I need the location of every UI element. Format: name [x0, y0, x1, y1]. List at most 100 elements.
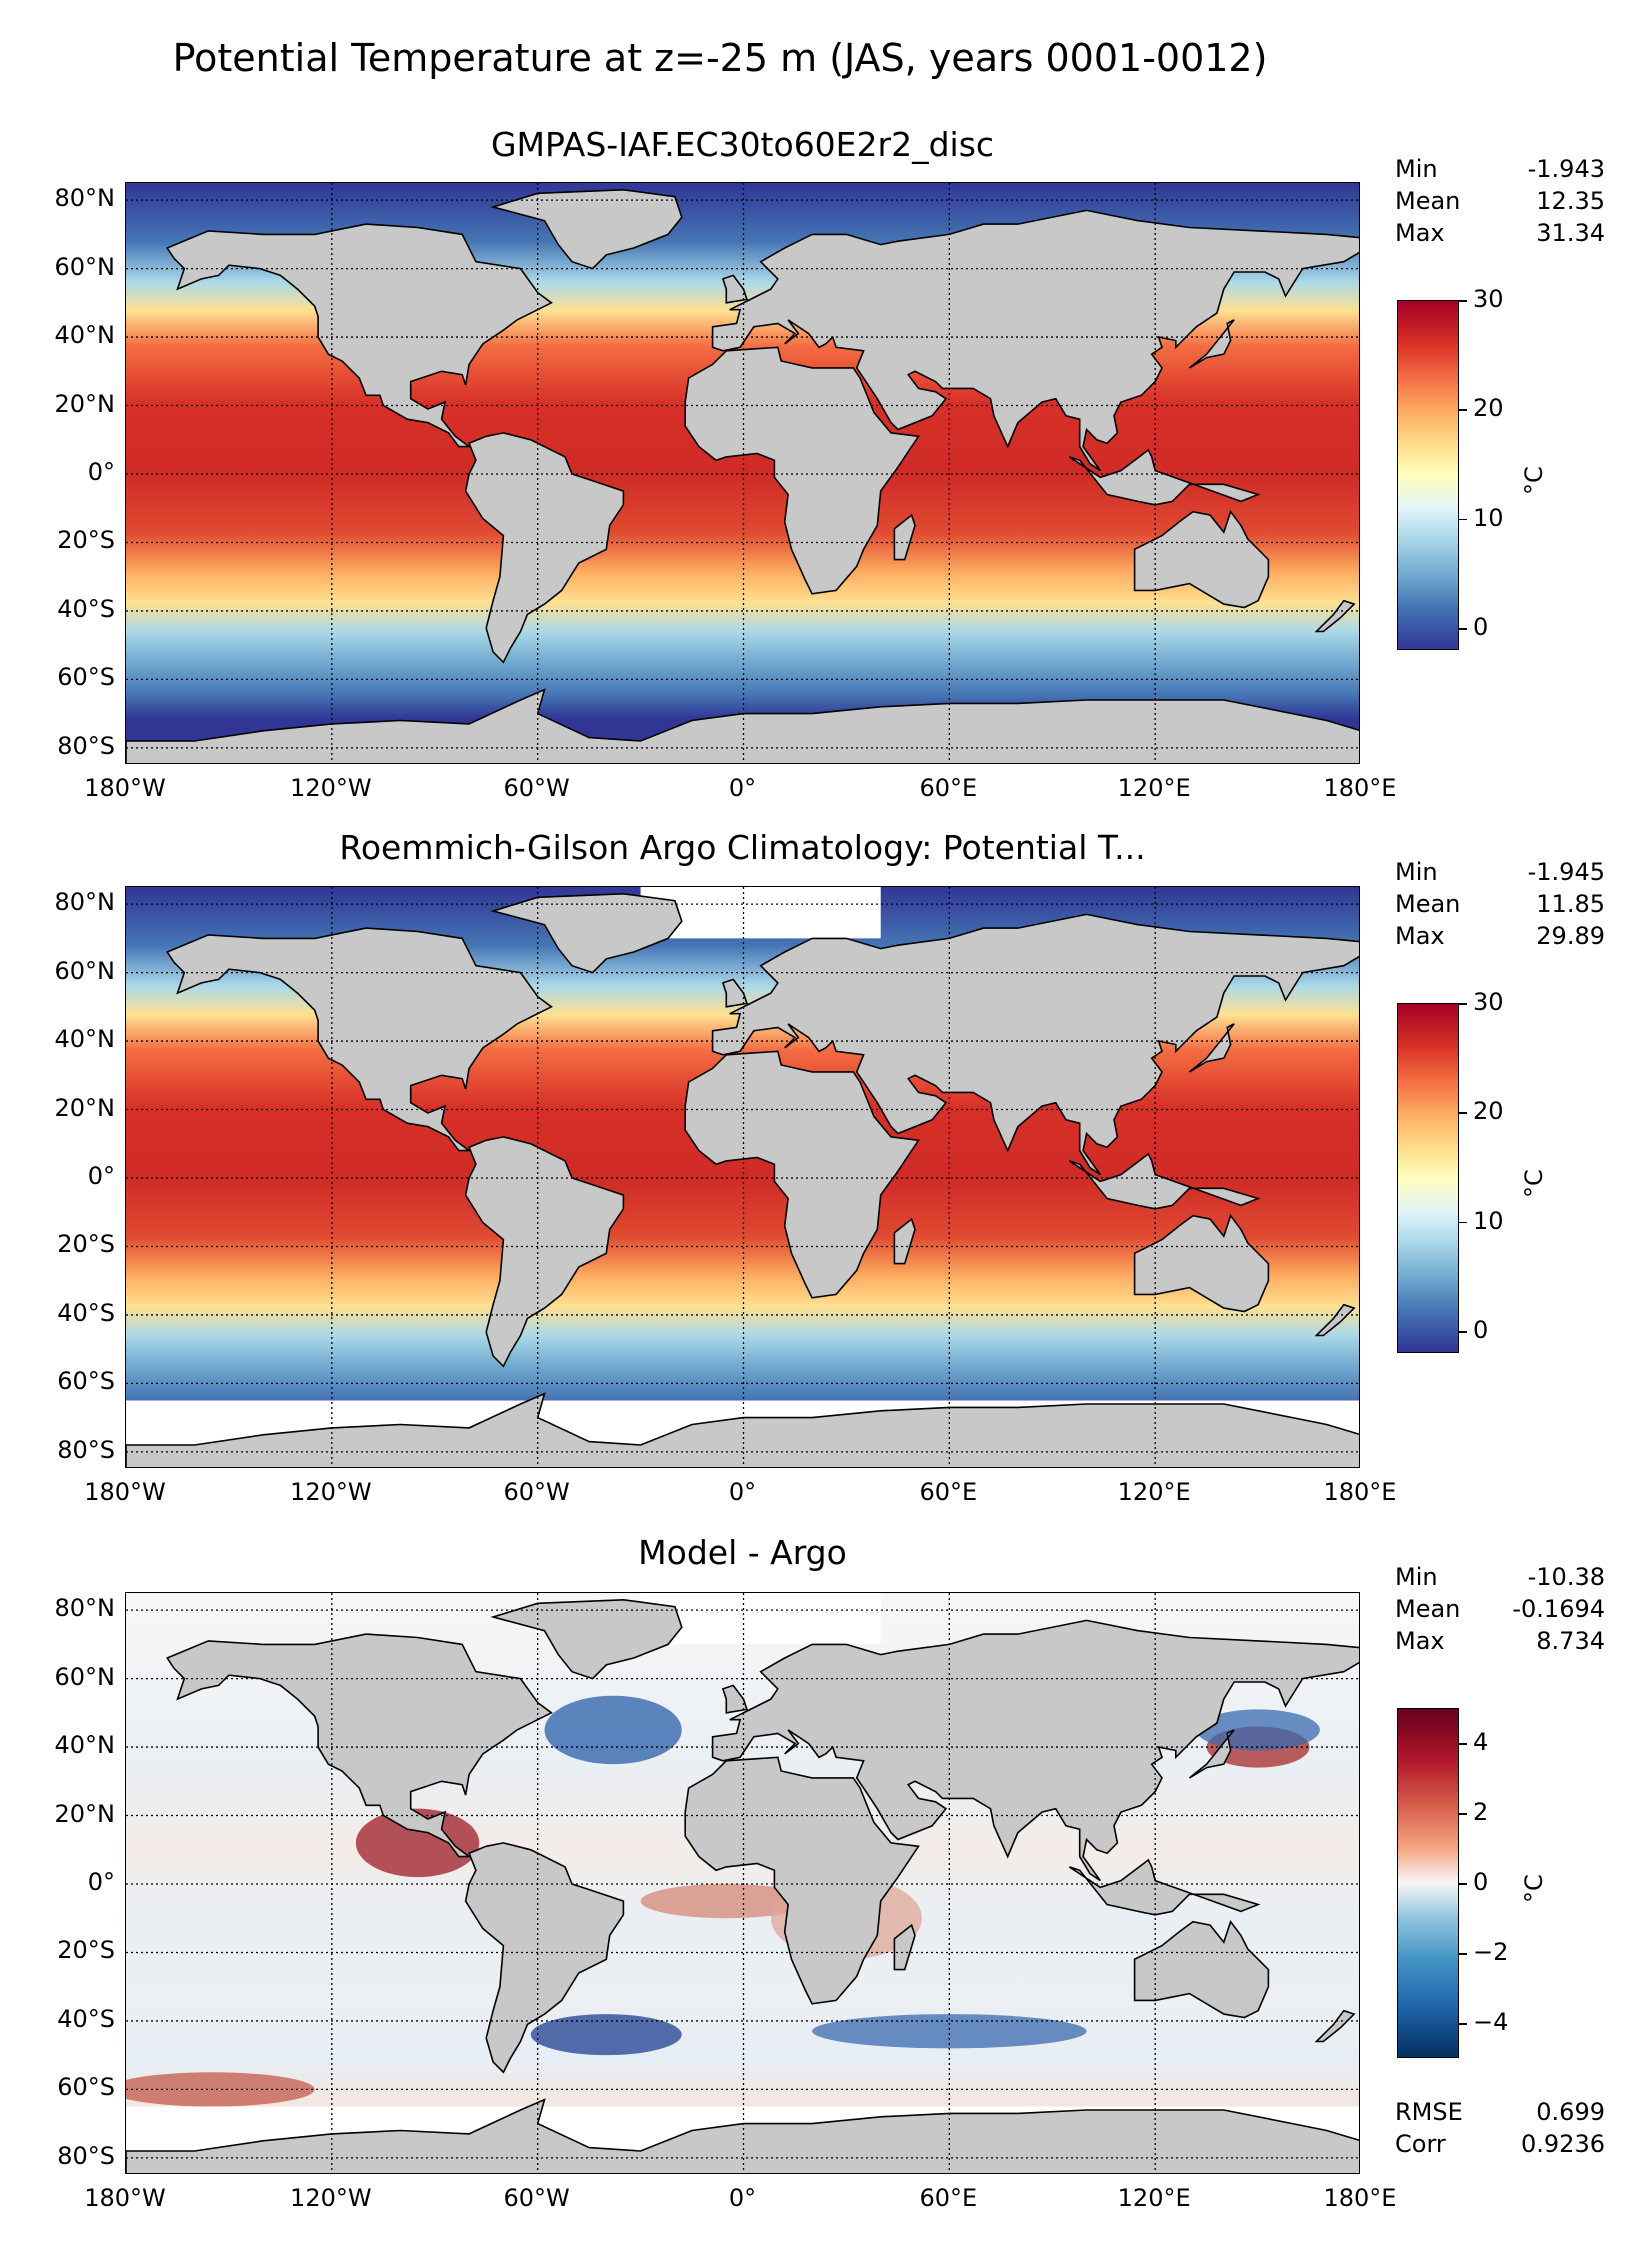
- stat-label: Min: [1395, 858, 1438, 886]
- lat-label: 80°S: [57, 2141, 115, 2170]
- colorbar-tick-label: 0: [1473, 613, 1489, 642]
- stat-label: Mean: [1395, 1595, 1461, 1623]
- stat-label: RMSE: [1395, 2098, 1463, 2126]
- lat-label: 40°S: [57, 2004, 115, 2033]
- lat-label: 20°S: [57, 1936, 115, 1965]
- lat-label: 80°N: [54, 184, 116, 213]
- land-south-america: [464, 432, 625, 664]
- colorbar-tick-mark: [1459, 1953, 1467, 1955]
- stat-label: Max: [1395, 922, 1445, 950]
- map-panel-2: [125, 886, 1360, 1468]
- missing-data-arctic: [640, 887, 881, 939]
- lat-label: 60°N: [54, 252, 116, 281]
- lon-label: 120°E: [1117, 2184, 1191, 2212]
- map-panel-3: [125, 1592, 1360, 2174]
- map-svg: [126, 887, 1359, 1467]
- colorbar-unit: °C: [1520, 1169, 1548, 1198]
- lon-label: 60°W: [503, 774, 570, 802]
- land-australia: [1133, 1213, 1270, 1313]
- land-australia: [1133, 1919, 1270, 2019]
- colorbar-tick-label: 0: [1473, 1316, 1489, 1345]
- lon-label: 60°W: [503, 2184, 570, 2212]
- lat-label: 40°N: [54, 1025, 116, 1054]
- lat-label: 20°S: [57, 1230, 115, 1259]
- land-south-america: [464, 1136, 625, 1368]
- map-svg: [126, 1593, 1359, 2173]
- land-uk: [721, 1684, 748, 1714]
- lat-label: 40°S: [57, 1298, 115, 1327]
- land-antarctica: [126, 2098, 1359, 2173]
- stat-value: 29.89: [1536, 922, 1605, 950]
- stat-value: -0.1694: [1512, 1595, 1605, 1623]
- colorbar-tick-mark: [1459, 1112, 1467, 1114]
- lat-label: 20°S: [57, 526, 115, 555]
- land-new-zealand: [1314, 1303, 1356, 1337]
- stat-label: Min: [1395, 155, 1438, 183]
- colorbar-unit: °C: [1520, 466, 1548, 495]
- colorbar-tick-mark: [1459, 1743, 1467, 1745]
- colorbar-tick-label: −4: [1473, 2008, 1509, 2036]
- lat-label: 60°S: [57, 663, 115, 692]
- stat-value: 31.34: [1536, 219, 1605, 247]
- stat-value: 0.9236: [1521, 2130, 1605, 2158]
- colorbar-tick-mark: [1459, 628, 1467, 630]
- lat-label: 20°N: [54, 1799, 116, 1828]
- land-australia: [1133, 509, 1270, 609]
- anomaly-blob-1: [355, 1808, 480, 1878]
- colorbar-tick-mark: [1459, 1003, 1467, 1005]
- colorbar-tick-label: 2: [1473, 1798, 1489, 1826]
- stat-value: -10.38: [1527, 1563, 1605, 1591]
- land-madagascar: [893, 1923, 916, 1971]
- lon-label: 0°: [728, 2184, 757, 2212]
- colorbar: [1397, 1003, 1459, 1353]
- land-new-zealand: [1314, 2009, 1356, 2043]
- lat-label: 80°S: [57, 731, 115, 760]
- anomaly-blob-6: [126, 2072, 315, 2107]
- colorbar-tick-label: 10: [1473, 503, 1504, 532]
- land-greenland: [490, 188, 683, 270]
- lon-label: 120°E: [1117, 774, 1191, 802]
- lat-label: 60°S: [57, 2073, 115, 2102]
- lon-label: 120°W: [290, 1478, 372, 1506]
- stat-value: 0.699: [1536, 2098, 1605, 2126]
- map-svg: [126, 183, 1359, 763]
- lat-label: 60°N: [54, 1662, 116, 1691]
- stat-value: -1.943: [1527, 155, 1605, 183]
- land-japan: [1188, 1729, 1235, 1779]
- lon-label: 120°E: [1117, 1478, 1191, 1506]
- land-uk: [721, 274, 748, 304]
- land-indonesia: [1068, 1152, 1261, 1210]
- lon-label: 60°W: [503, 1478, 570, 1506]
- anomaly-blob-2: [544, 1695, 682, 1765]
- stat-value: 12.35: [1536, 187, 1605, 215]
- land-madagascar: [893, 513, 916, 561]
- colorbar-tick-label: 0: [1473, 1868, 1489, 1896]
- lat-label: 0°: [87, 1868, 115, 1896]
- lon-label: 180°E: [1323, 2184, 1397, 2212]
- missing-data-arctic: [640, 1593, 881, 1645]
- land-greenland: [490, 892, 683, 974]
- lon-label: 60°E: [919, 2184, 978, 2212]
- land-indonesia: [1068, 448, 1261, 506]
- land-uk: [721, 978, 748, 1008]
- stat-label: Min: [1395, 1563, 1438, 1591]
- lat-label: 60°S: [57, 1367, 115, 1396]
- colorbar-unit: °C: [1520, 1874, 1548, 1903]
- land-antarctica: [126, 688, 1359, 763]
- land-antarctica: [126, 1392, 1359, 1467]
- colorbar: [1397, 1708, 1459, 2058]
- colorbar-tick-label: 30: [1473, 285, 1504, 313]
- lon-label: 180°W: [84, 2184, 166, 2212]
- anomaly-blob-3: [530, 2014, 682, 2056]
- anomaly-blob-4: [812, 2014, 1087, 2049]
- lon-label: 180°W: [84, 1478, 166, 1506]
- lon-label: 180°W: [84, 774, 166, 802]
- colorbar: [1397, 300, 1459, 650]
- land-japan: [1188, 319, 1235, 369]
- colorbar-tick-mark: [1459, 518, 1467, 521]
- lat-label: 20°N: [54, 389, 116, 418]
- lat-label: 80°N: [54, 888, 116, 917]
- stat-label: Mean: [1395, 890, 1461, 918]
- figure-title: Potential Temperature at z=-25 m (JAS, y…: [172, 36, 1268, 80]
- panel-title: Model - Argo: [638, 1533, 847, 1572]
